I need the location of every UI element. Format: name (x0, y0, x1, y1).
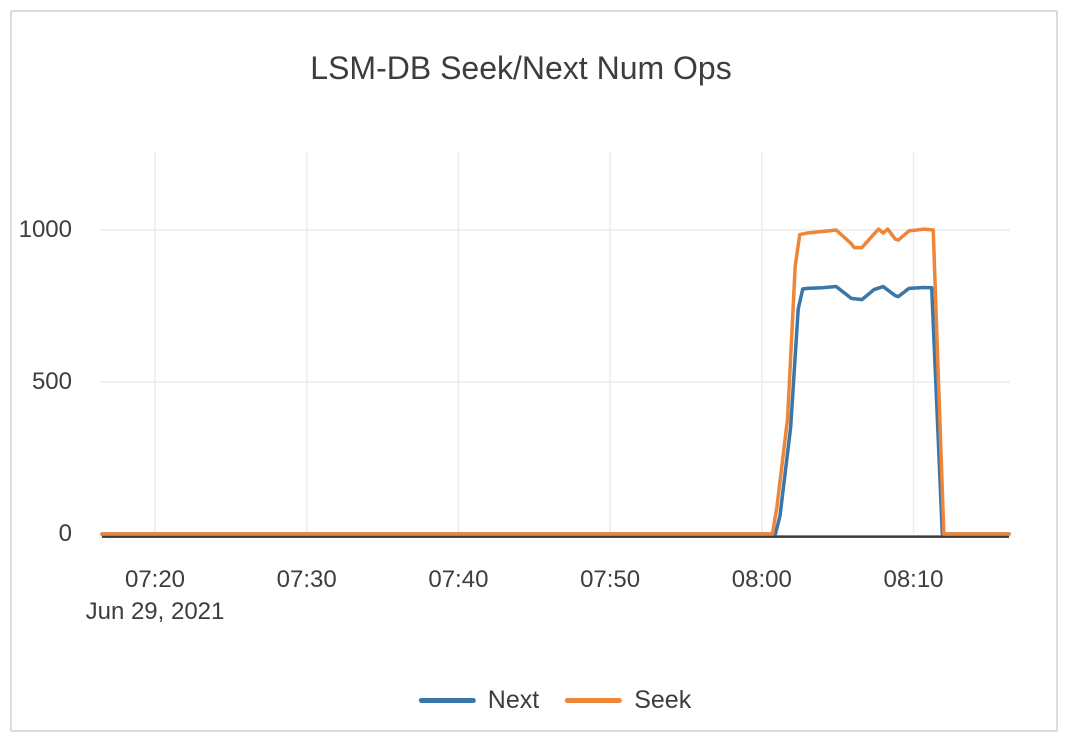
y-tick-label: 500 (31, 368, 72, 395)
series-line-seek (100, 227, 1011, 536)
legend-swatch-seek (565, 698, 623, 703)
legend-item-next[interactable]: Next (418, 686, 540, 715)
x-tick-label: 08:00 (731, 566, 792, 593)
series-line-next (100, 284, 1011, 536)
legend-label-next: Next (487, 686, 540, 714)
x-tick-label: 07:20 (124, 566, 186, 593)
y-tick-label: 1000 (18, 216, 72, 243)
chart-card (10, 10, 1058, 732)
y-tick-label: 0 (58, 520, 72, 547)
x-tick-label: 07:40 (428, 566, 489, 593)
x-axis-date-label: Jun 29, 2021 (85, 598, 225, 625)
legend-label-seek: Seek (634, 686, 692, 714)
legend-item-seek[interactable]: Seek (565, 686, 691, 715)
chart-legend: Next Seek (418, 686, 691, 715)
x-tick-label: 08:10 (883, 566, 944, 593)
chart-title: LSM-DB Seek/Next Num Ops (310, 50, 732, 86)
x-tick-label: 07:50 (580, 566, 641, 593)
legend-swatch-next (418, 698, 476, 703)
x-tick-label: 07:30 (276, 566, 337, 593)
